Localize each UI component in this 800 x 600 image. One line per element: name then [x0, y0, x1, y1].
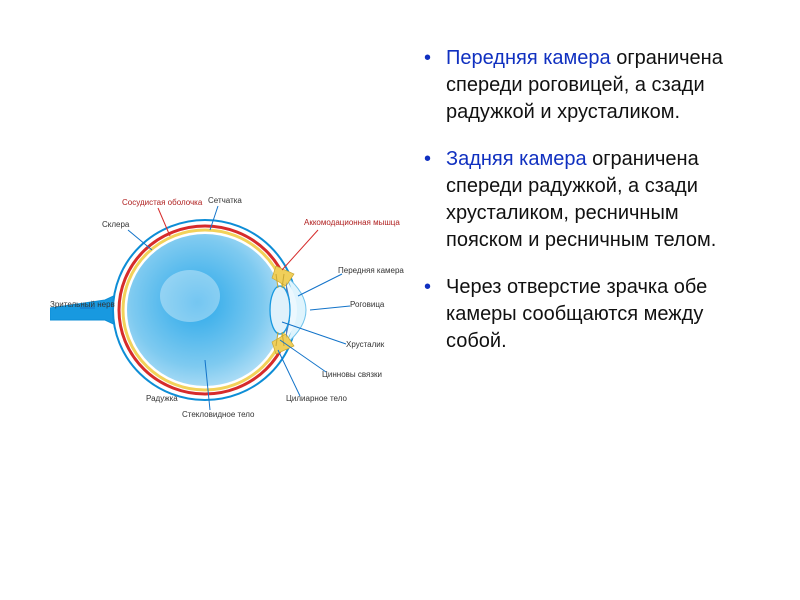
leader-ciliary — [278, 350, 300, 396]
label-retina: Сетчатка — [208, 196, 242, 205]
label-ciliary-muscle: Аккомодационная мышца — [304, 218, 400, 227]
bullet-3-rest: Через отверстие зрачка обе камеры сообща… — [446, 276, 707, 352]
bullet-list: Передняя камера ограничена спереди рогов… — [420, 45, 760, 355]
leader-cornea — [310, 306, 350, 310]
eye-diagram-panel: Зрительный нерв Склера Сосудистая оболоч… — [30, 20, 410, 580]
label-ciliary-body: Цилиарное тело — [286, 394, 347, 403]
leader-anterior — [298, 274, 342, 296]
label-optic-nerve: Зрительный нерв — [50, 300, 115, 309]
label-lens: Хрусталик — [346, 340, 384, 349]
eye-diagram: Зрительный нерв Склера Сосудистая оболоч… — [50, 160, 390, 440]
optic-nerve-shape — [50, 292, 122, 328]
label-vitreous: Стекловидное тело — [182, 410, 255, 419]
label-choroid: Сосудистая оболочка — [122, 198, 202, 207]
label-iris: Радужка — [146, 394, 178, 403]
label-sclera: Склера — [102, 220, 129, 229]
bullet-3: Через отверстие зрачка обе камеры сообща… — [420, 274, 760, 355]
eye-svg — [50, 200, 390, 420]
label-cornea: Роговица — [350, 300, 384, 309]
label-zonules: Цинновы связки — [322, 370, 382, 379]
leader-accom — [282, 230, 318, 270]
bullet-1: Передняя камера ограничена спереди рогов… — [420, 45, 760, 126]
label-anterior-chamber: Передняя камера — [338, 266, 404, 275]
bullet-2-term: Задняя камера — [446, 148, 587, 170]
text-panel: Передняя камера ограничена спереди рогов… — [410, 20, 770, 580]
vitreous-highlight — [160, 270, 220, 322]
leader-zonules — [280, 340, 326, 372]
bullet-2: Задняя камера ограничена спереди радужко… — [420, 146, 760, 254]
bullet-1-term: Передняя камера — [446, 47, 611, 69]
